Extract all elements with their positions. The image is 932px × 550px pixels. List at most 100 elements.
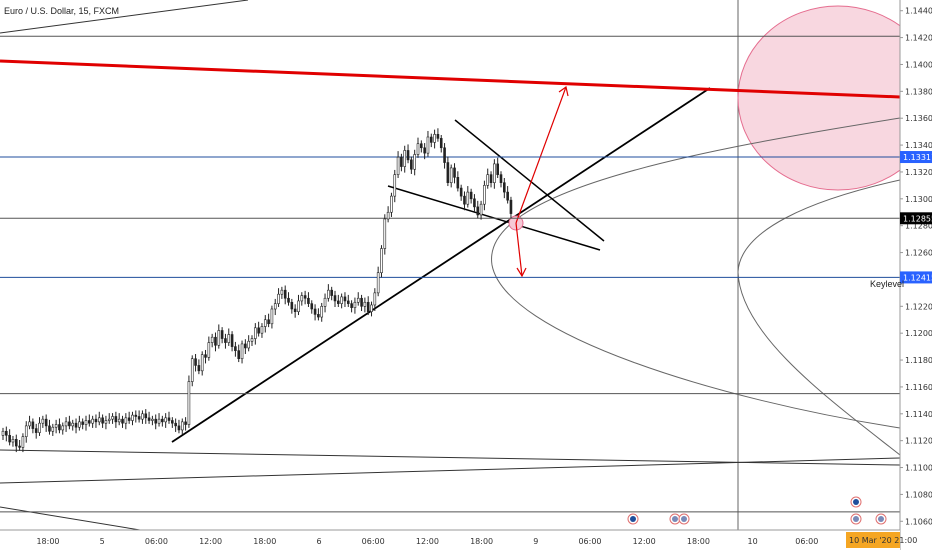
candle[interactable] <box>101 414 104 428</box>
ascending-trend-line[interactable] <box>171 87 711 443</box>
candle[interactable] <box>51 423 55 436</box>
trend-line-top-left[interactable] <box>0 0 249 34</box>
time-axis[interactable]: 18:00 5 06:00 12:00 18:00 6 06:00 12:00 18:00 9 06… <box>0 529 900 550</box>
candle[interactable] <box>489 171 493 188</box>
candle[interactable] <box>137 410 141 423</box>
candle[interactable] <box>154 414 158 430</box>
candle[interactable] <box>61 422 65 435</box>
candle[interactable] <box>44 414 48 432</box>
candle[interactable] <box>88 414 91 427</box>
candle[interactable] <box>350 300 353 313</box>
candle[interactable] <box>71 419 75 431</box>
candle[interactable] <box>290 298 294 314</box>
candle[interactable] <box>366 296 370 316</box>
candle[interactable] <box>81 418 84 430</box>
candle[interactable] <box>54 419 58 434</box>
candle[interactable] <box>224 333 227 349</box>
candle[interactable] <box>244 339 247 355</box>
candle[interactable] <box>300 292 304 306</box>
candle[interactable] <box>187 375 191 428</box>
candle[interactable] <box>260 323 264 338</box>
candle[interactable] <box>151 415 154 426</box>
candle[interactable] <box>413 149 416 176</box>
candle[interactable] <box>254 323 257 345</box>
candle[interactable] <box>403 145 407 173</box>
arrow-up[interactable] <box>515 85 569 224</box>
candle[interactable] <box>483 180 486 211</box>
candle[interactable] <box>84 415 88 431</box>
candle[interactable] <box>360 294 363 312</box>
candle[interactable] <box>104 415 108 430</box>
candle[interactable] <box>157 413 161 427</box>
candle[interactable] <box>41 415 45 428</box>
candle[interactable] <box>310 300 314 314</box>
candle[interactable] <box>204 349 207 364</box>
candle[interactable] <box>486 168 490 189</box>
candle[interactable] <box>184 417 187 431</box>
candle[interactable] <box>31 418 35 434</box>
candle[interactable] <box>383 214 387 255</box>
candle[interactable] <box>287 292 290 306</box>
bottom-line-left[interactable] <box>0 506 141 531</box>
candle[interactable] <box>11 435 15 447</box>
candle[interactable] <box>227 328 231 346</box>
candle[interactable] <box>131 411 134 426</box>
candle[interactable] <box>111 413 114 424</box>
candle[interactable] <box>250 335 254 346</box>
candle[interactable] <box>429 133 433 148</box>
candle[interactable] <box>297 294 300 316</box>
price-axis[interactable]: 1.14400 1.14200 1.14000 1.13800 1.13600 1.134… <box>899 0 932 550</box>
candle[interactable] <box>48 419 51 435</box>
candle[interactable] <box>380 245 383 278</box>
candle[interactable] <box>190 355 194 387</box>
candle[interactable] <box>390 192 393 217</box>
candle[interactable] <box>230 331 234 352</box>
candle[interactable] <box>34 423 38 439</box>
candle[interactable] <box>356 292 360 306</box>
arrow-down[interactable] <box>515 222 527 278</box>
candle[interactable] <box>503 177 506 199</box>
candle[interactable] <box>94 414 98 428</box>
candle[interactable] <box>456 171 460 192</box>
candle[interactable] <box>303 290 307 305</box>
candle[interactable] <box>234 341 237 357</box>
candle[interactable] <box>479 200 483 220</box>
candle[interactable] <box>446 156 450 187</box>
candle[interactable] <box>200 351 204 376</box>
candle[interactable] <box>473 194 476 213</box>
candle[interactable] <box>214 332 217 352</box>
candle[interactable] <box>439 135 443 153</box>
candle[interactable] <box>171 417 174 428</box>
candle[interactable] <box>323 293 327 313</box>
candle[interactable] <box>24 421 28 443</box>
candle[interactable] <box>107 413 111 424</box>
bottom-line-lower[interactable] <box>0 457 901 484</box>
candle[interactable] <box>320 302 324 322</box>
candle[interactable] <box>337 294 340 307</box>
candle[interactable] <box>416 137 420 158</box>
candle[interactable] <box>237 344 241 363</box>
candle[interactable] <box>330 286 333 301</box>
candle[interactable] <box>469 188 473 204</box>
candle[interactable] <box>466 186 470 208</box>
target-zone-ellipse[interactable] <box>737 5 932 191</box>
pennant-upper-line[interactable] <box>454 119 605 242</box>
candle[interactable] <box>396 151 400 178</box>
candle[interactable] <box>121 415 124 428</box>
candle[interactable] <box>167 411 171 424</box>
candle[interactable] <box>1 427 5 440</box>
candle[interactable] <box>21 433 25 453</box>
candle[interactable] <box>327 284 330 302</box>
candle[interactable] <box>58 418 61 434</box>
candle[interactable] <box>28 415 31 430</box>
candle[interactable] <box>114 411 118 428</box>
resistance-line-red[interactable] <box>0 59 901 99</box>
candle[interactable] <box>449 164 453 188</box>
candle[interactable] <box>453 163 456 184</box>
candle[interactable] <box>38 417 41 436</box>
candle[interactable] <box>346 294 350 307</box>
candle[interactable] <box>506 186 509 204</box>
candle[interactable] <box>499 171 503 188</box>
candle[interactable] <box>263 315 267 333</box>
